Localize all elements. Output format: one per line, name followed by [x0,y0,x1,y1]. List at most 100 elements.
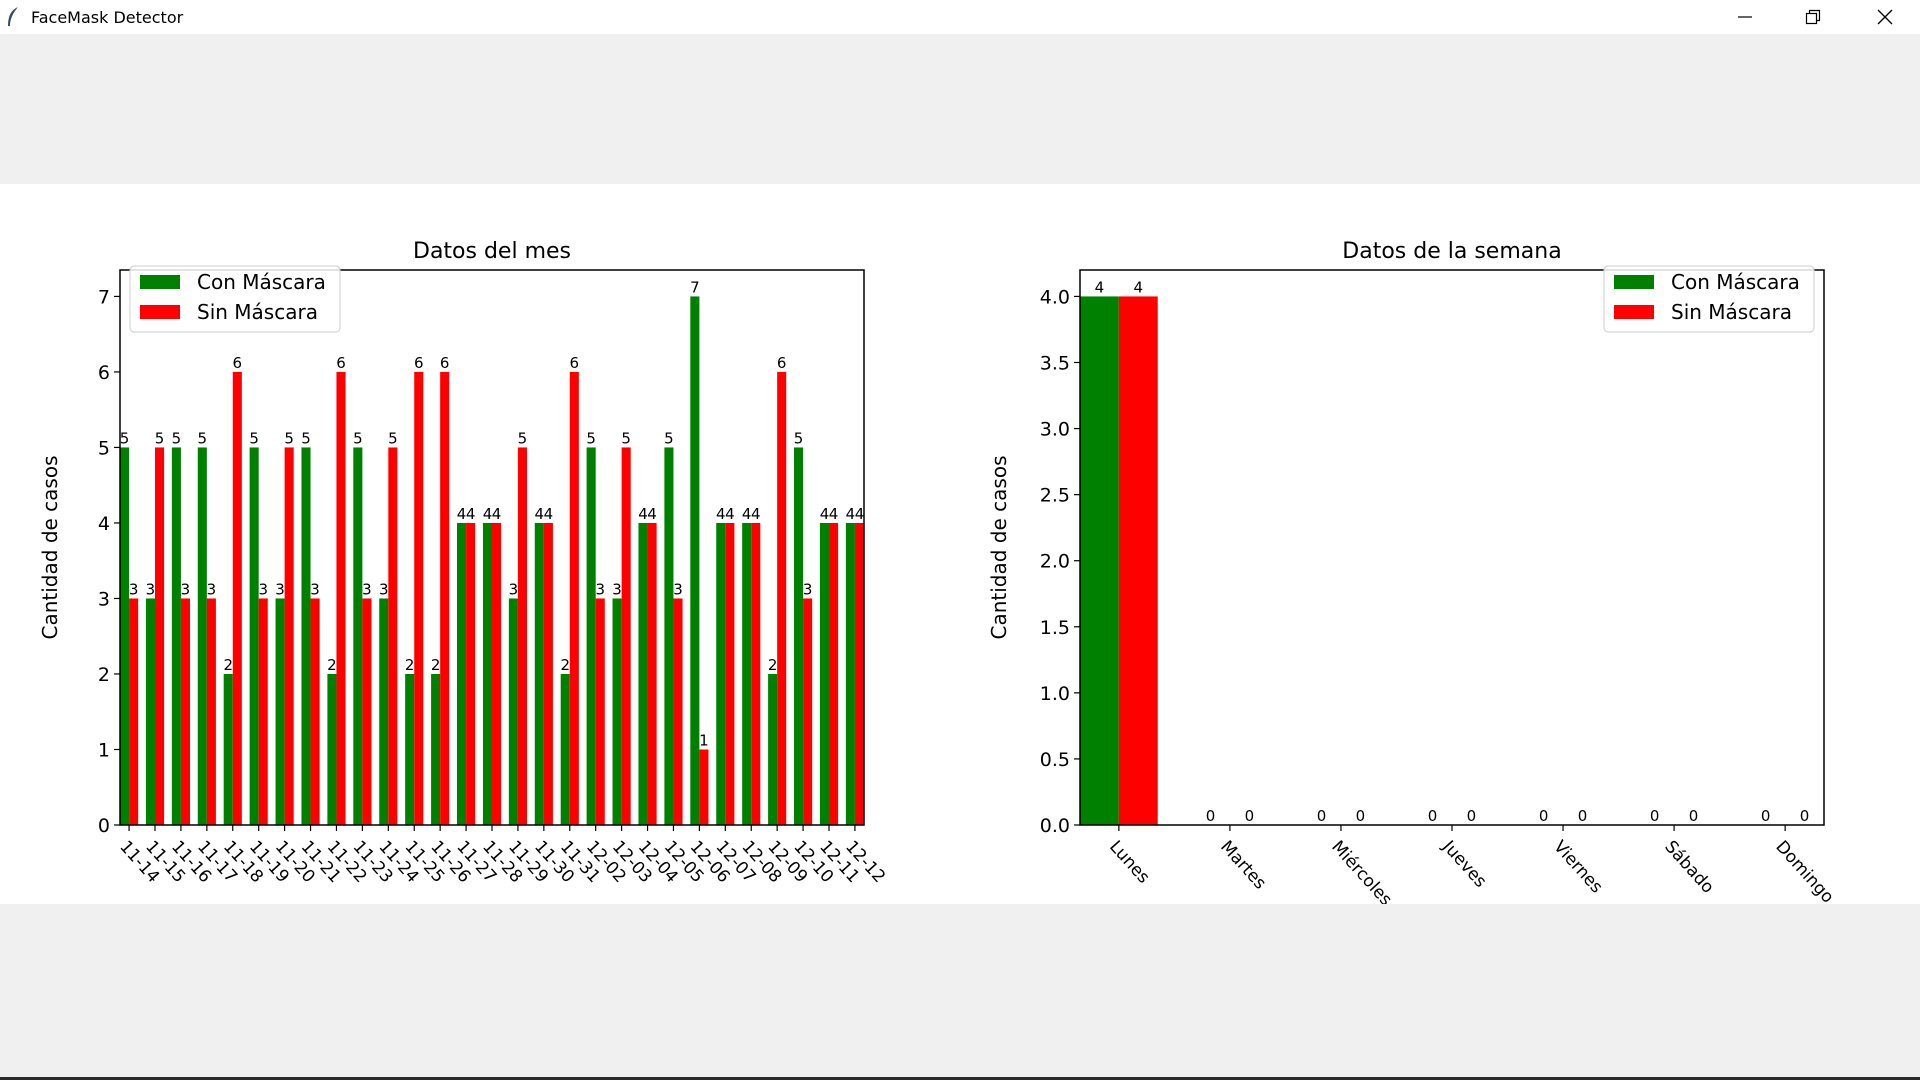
data-label: 0 [1578,807,1588,825]
bar [301,447,311,825]
data-label: 4 [716,505,726,523]
data-label: 5 [284,429,294,447]
bar [845,522,855,825]
bar [768,673,778,825]
data-label: 4 [855,505,865,523]
bar [854,522,864,825]
window-title: FaceMask Detector [31,8,184,27]
data-label: 0 [1356,807,1366,825]
bar [725,522,735,825]
bar [638,522,648,825]
legend-label: Con Máscara [197,270,326,294]
data-label: 3 [275,580,285,598]
y-tick-label: 5 [98,437,110,459]
y-tick-label: 4.0 [1040,286,1070,308]
chart-title: Datos del mes [413,239,571,264]
bar [1080,296,1119,825]
data-label: 0 [1761,807,1771,825]
bar [405,673,415,825]
data-label: 3 [509,580,519,598]
bar [829,522,839,825]
data-label: 6 [233,354,243,372]
legend-box [129,265,341,333]
legend-box [1603,265,1815,333]
data-label: 3 [310,580,320,598]
data-label: 4 [457,505,467,523]
bar [612,598,622,825]
minimize-button[interactable] [1710,0,1780,34]
data-label: 2 [560,656,570,674]
data-label: 2 [327,656,337,674]
data-label: 6 [777,354,787,372]
bar [777,371,787,825]
bar [751,522,761,825]
bar [690,296,700,825]
data-label: 6 [414,354,424,372]
bar [819,522,830,825]
restore-icon [1805,9,1821,25]
bar [492,522,502,825]
bar [232,371,242,825]
data-label: 5 [621,429,631,447]
data-label: 3 [129,580,139,598]
data-label: 2 [223,656,233,674]
data-label: 4 [820,505,830,523]
bar [586,447,596,825]
bar [794,447,804,825]
data-label: 0 [1689,807,1699,825]
data-label: 3 [379,580,389,598]
bar [508,598,518,825]
data-label: 6 [570,354,580,372]
taskbar-edge [0,1077,1920,1080]
y-tick-label: 1.0 [1040,683,1070,705]
close-icon [1877,9,1893,25]
data-label: 0 [1650,807,1660,825]
data-label: 5 [155,429,165,447]
bar [431,673,441,825]
y-tick-label: 2.5 [1040,485,1070,507]
bar [388,447,398,825]
data-label: 2 [405,656,415,674]
data-label: 4 [742,505,752,523]
legend-swatch [1614,305,1654,319]
data-label: 4 [492,505,502,523]
data-label: 5 [301,429,311,447]
restore-button[interactable] [1778,0,1848,34]
data-label: 0 [1317,807,1327,825]
bar [569,371,579,825]
close-button[interactable] [1850,0,1920,34]
data-label: 6 [440,354,450,372]
bar [595,598,605,825]
data-label: 3 [803,580,813,598]
bar [180,598,190,825]
chart-legend: Con Máscara Sin Máscara [129,265,341,333]
bar [1118,296,1158,825]
bar [327,673,337,825]
legend-label: Sin Máscara [1671,300,1792,324]
bar [336,371,346,825]
bar [353,447,363,825]
y-tick-label: 0 [98,815,110,837]
y-tick-label: 0.0 [1040,815,1070,837]
data-label: 0 [1467,807,1477,825]
y-tick-label: 6 [98,362,110,384]
legend-swatch [1614,275,1654,289]
x-tick-label: Domingo [1771,837,1837,904]
chart-title: Datos de la semana [1342,239,1561,264]
data-label: 1 [699,731,709,749]
bar [362,598,372,825]
bar [664,447,674,825]
y-axis-label: Cantidad de casos [987,456,1011,640]
data-label: 4 [544,505,554,523]
window-titlebar: FaceMask Detector [0,0,1920,34]
data-label: 3 [673,580,683,598]
bar [275,598,285,825]
data-label: 0 [1428,807,1438,825]
data-label: 5 [172,429,182,447]
figure-canvas: Datos del mes 5 3 5 5 2 5 3 5 2 5 3 2 2 4 4 3 4 2 5 3 4 5 7 4 4 2 5… [0,184,1920,910]
data-label: 4 [751,505,761,523]
data-label: 3 [612,580,622,598]
data-label: 4 [725,505,735,523]
